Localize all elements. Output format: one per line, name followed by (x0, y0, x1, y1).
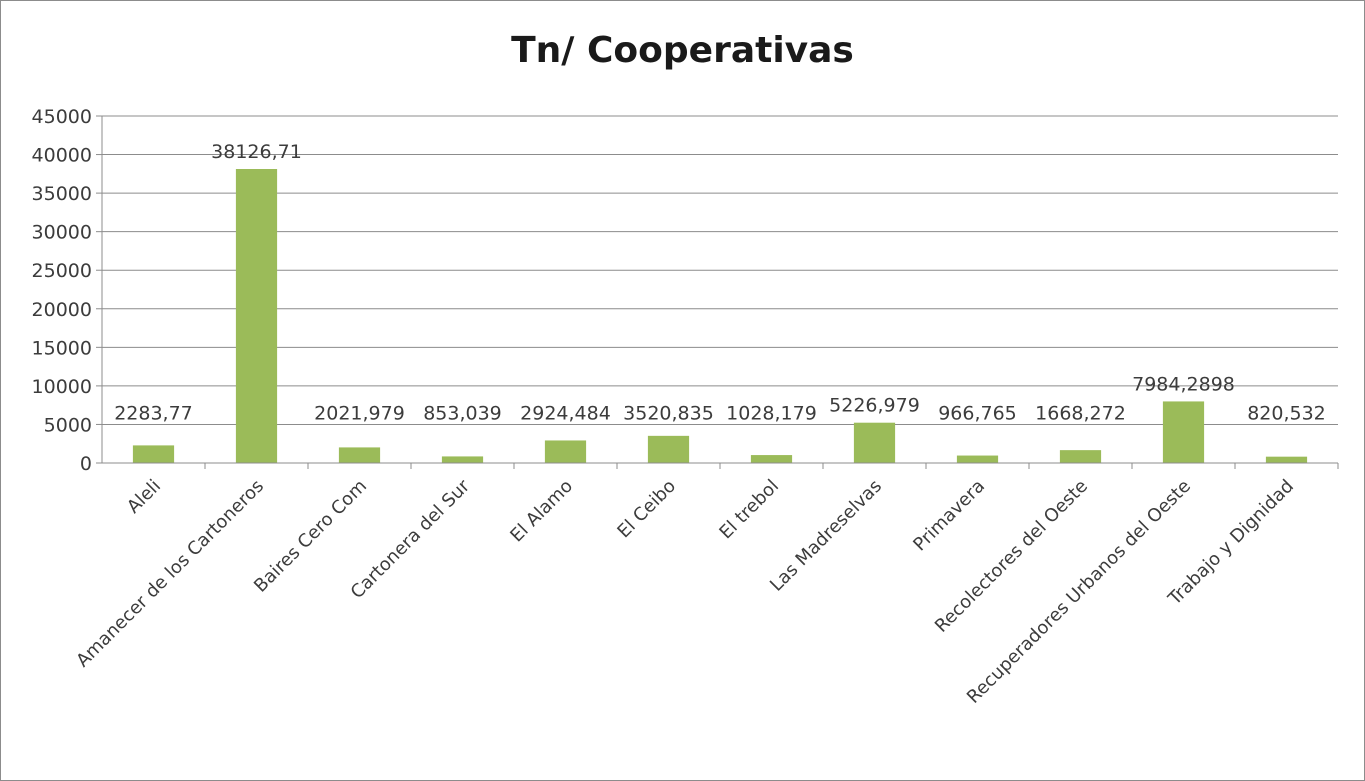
bar (750, 455, 793, 463)
data-label: 1668,272 (1035, 403, 1126, 425)
x-tick-label: Aleli (123, 476, 165, 518)
data-label: 820,532 (1247, 403, 1326, 425)
y-tick-label: 35000 (32, 183, 92, 205)
x-tick-label: Amanecer de los Cartoneros (72, 476, 268, 672)
x-tick-label: El Alamo (506, 476, 577, 547)
data-label: 2924,484 (520, 403, 611, 425)
x-tick-label: El trebol (715, 476, 783, 544)
bar (544, 440, 587, 463)
data-label: 2021,979 (314, 403, 405, 425)
data-label: 7984,2898 (1132, 373, 1235, 395)
data-label: 38126,71 (211, 141, 302, 163)
y-tick-label: 25000 (32, 260, 92, 282)
bar (1059, 450, 1102, 463)
y-tick-label: 15000 (32, 337, 92, 359)
bar (647, 435, 690, 463)
bar (441, 456, 484, 463)
y-tick-label: 0 (80, 453, 92, 475)
bar (338, 447, 381, 463)
x-tick-label: Baires Cero Com (250, 476, 371, 597)
bar (235, 169, 278, 463)
data-labels: 2283,77 38126,71 2021,979 853,039 2924,484 35… (114, 141, 1326, 425)
bar (1162, 401, 1205, 463)
chart-title: Tn/ Cooperativas (511, 30, 854, 71)
x-tick-label: Recuperadores Urbanos del Oeste (963, 476, 1195, 708)
data-label: 3520,835 (623, 403, 714, 425)
y-axis: 0 5000 10000 15000 20000 25000 30000 35000 40000… (32, 106, 103, 475)
bar (132, 445, 175, 463)
bar (956, 455, 999, 463)
y-tick-label: 30000 (32, 222, 92, 244)
x-tick-label: Primavera (909, 476, 989, 556)
data-label: 5226,979 (829, 395, 920, 417)
x-tick-label: El Ceibo (613, 476, 680, 543)
bar (853, 422, 896, 463)
gridlines (102, 115, 1338, 464)
y-tick-label: 5000 (44, 414, 92, 436)
y-tick-label: 20000 (32, 299, 92, 321)
y-tick-label: 40000 (32, 145, 92, 167)
x-tick-label: Las Madreselvas (766, 476, 886, 596)
data-label: 1028,179 (726, 403, 817, 425)
y-tick-label: 10000 (32, 376, 92, 398)
y-tick-label: 45000 (32, 106, 92, 128)
bar (1265, 456, 1308, 463)
data-label: 2283,77 (114, 403, 193, 425)
bars (132, 169, 1308, 463)
data-label: 853,039 (423, 403, 502, 425)
data-label: 966,765 (938, 403, 1017, 425)
